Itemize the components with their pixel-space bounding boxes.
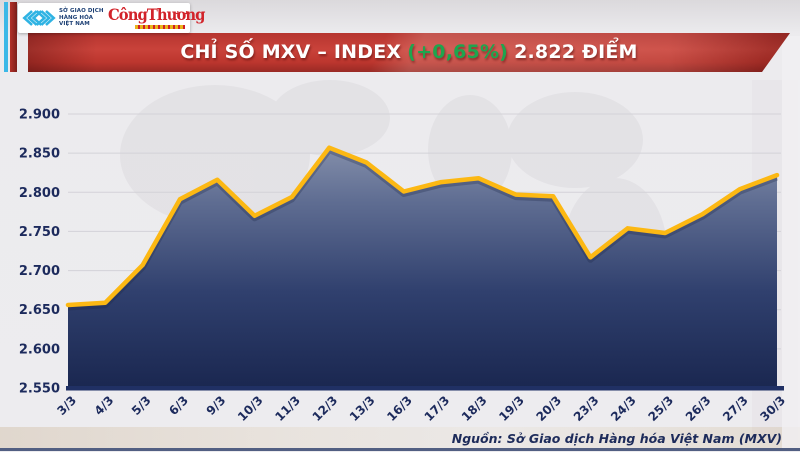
x-tick-label: 17/3: [422, 393, 453, 424]
right-margin-strip: [782, 36, 800, 448]
source-credit: Nguồn: Sở Giao dịch Hàng hóa Việt Nam (M…: [451, 431, 782, 446]
mxv-org-line1: SỞ GIAO DỊCH: [59, 8, 104, 15]
x-tick-label: 5/3: [129, 393, 154, 418]
mxv-org-line2: HÀNG HÓA: [59, 14, 94, 21]
x-tick-label: 16/3: [384, 393, 415, 424]
index-line: [65, 145, 780, 308]
left-accent-stripe-red: [10, 2, 17, 72]
left-accent-stripe-cyan: [4, 2, 8, 72]
mxv-org-name: SỞ GIAO DỊCH HÀNG HÓA VIỆT NAM: [59, 8, 104, 28]
x-tick-label: 19/3: [496, 393, 527, 424]
x-tick-label: 13/3: [347, 393, 378, 424]
y-tick-label: 2.700: [19, 264, 60, 279]
y-tick-label: 2.750: [19, 225, 60, 240]
congthuong-logo: CôngThương: [108, 3, 205, 33]
y-tick-label: 2.850: [19, 147, 60, 162]
y-tick-label: 2.650: [19, 303, 60, 318]
y-tick-label: 2.600: [19, 342, 60, 357]
x-tick-label: 9/3: [204, 393, 229, 418]
x-tick-label: 26/3: [683, 393, 714, 424]
bottom-border-line: [0, 448, 800, 451]
mxv-org-line3: VIỆT NAM: [59, 21, 90, 28]
congthuong-logo-text: CôngThương: [107, 5, 205, 24]
y-tick-label: 2.800: [19, 186, 60, 201]
congthuong-tagline-bar: [135, 25, 185, 29]
x-tick-label: 30/3: [757, 393, 788, 424]
title-banner: CHỈ SỐ MXV – INDEX (+0,65%) 2.822 ĐIỂM: [28, 33, 790, 72]
x-tick-label: 20/3: [534, 393, 565, 424]
x-tick-label: 12/3: [310, 393, 341, 424]
x-tick-label: 4/3: [92, 393, 117, 418]
chart-title: CHỈ SỐ MXV – INDEX (+0,65%) 2.822 ĐIỂM: [28, 33, 790, 72]
x-tick-label: 27/3: [720, 393, 751, 424]
x-tick-label: 18/3: [459, 393, 490, 424]
y-tick-label: 2.900: [19, 108, 60, 123]
title-index-value: 2.822 ĐIỂM: [514, 41, 638, 63]
x-tick-label: 3/3: [54, 393, 79, 418]
x-tick-label: 11/3: [272, 393, 303, 424]
x-tick-label: 6/3: [166, 393, 191, 418]
x-tick-label: 23/3: [571, 393, 602, 424]
title-main: CHỈ SỐ MXV – INDEX: [180, 41, 402, 63]
logo-bar: SỞ GIAO DỊCH HÀNG HÓA VIỆT NAM CôngThươn…: [18, 3, 205, 33]
x-tick-label: 25/3: [646, 393, 677, 424]
bottom-photo-band: [0, 427, 800, 448]
area-fill: [68, 147, 777, 387]
x-tick-label: 24/3: [608, 393, 639, 424]
x-axis-line: [66, 386, 784, 391]
mxv-logo-icon: [22, 10, 56, 26]
y-tick-label: 2.550: [19, 382, 60, 397]
x-tick-label: 10/3: [235, 393, 266, 424]
title-change-percent: (+0,65%): [407, 41, 509, 63]
